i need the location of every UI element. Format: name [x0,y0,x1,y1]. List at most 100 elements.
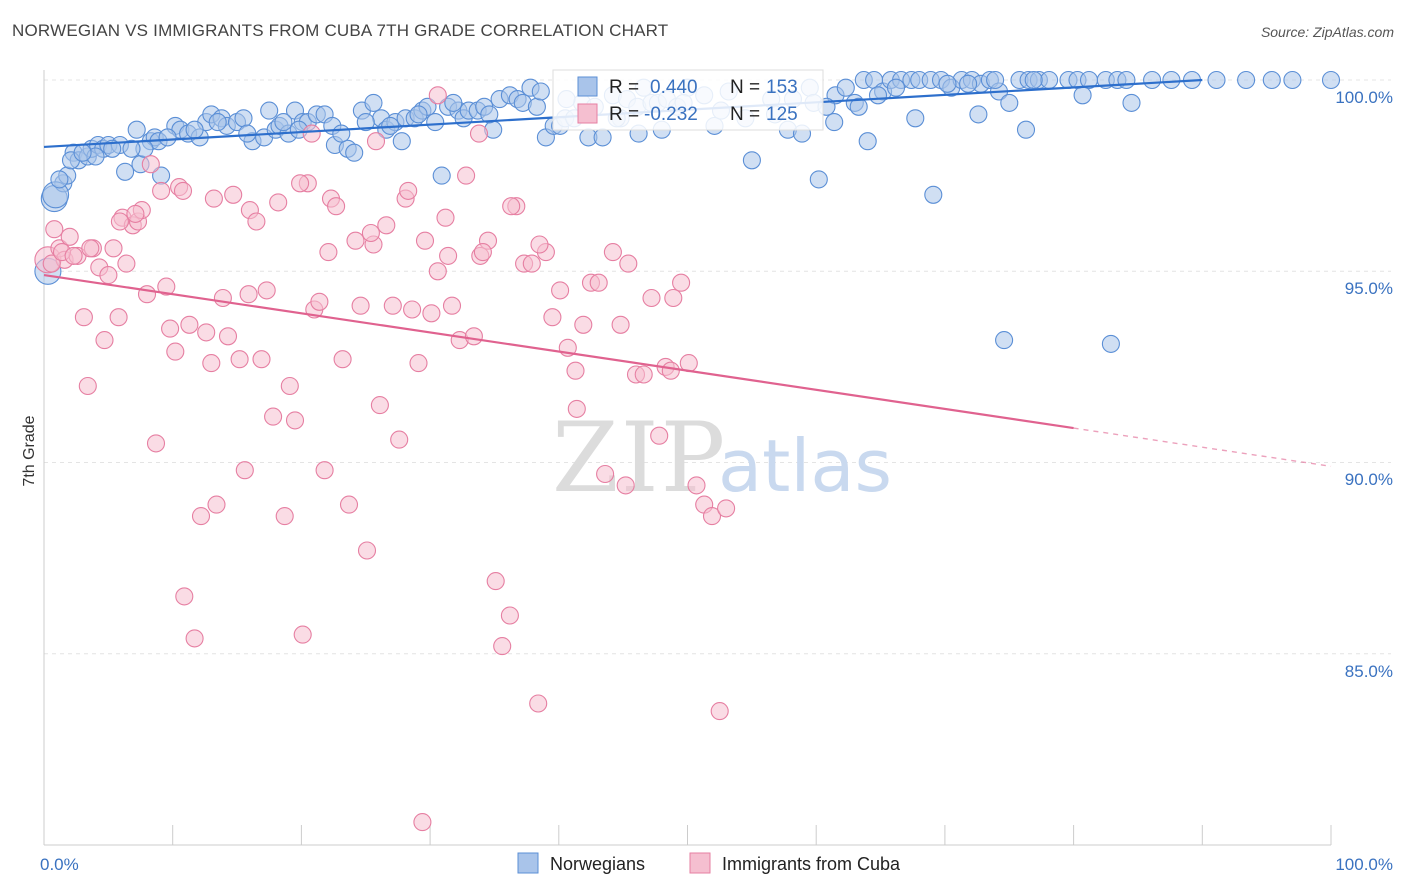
norwegians-point [122,139,141,158]
norwegians-point [959,74,978,93]
cuba-point [264,407,283,426]
norwegians-point [356,113,375,132]
norwegians-point [527,97,546,116]
norwegians-point [836,78,855,97]
cuba-point [137,285,157,304]
cuba-point [377,216,396,235]
norwegians-point [426,113,445,132]
cuba-point [204,189,223,208]
cuba-point [702,507,722,526]
norwegians-point [432,166,451,185]
cuba-point [110,212,129,231]
cuba-point [566,361,585,380]
cuba-point [126,204,145,223]
cuba-point [60,227,79,246]
norwegians-point [906,109,925,128]
cuba-point [185,629,204,648]
cuba-point [252,350,271,369]
cuba-point [457,166,476,185]
cuba-point [327,197,346,216]
cuba-point [45,220,64,239]
cuba-point [117,254,136,273]
cuba-point [619,254,638,273]
norwegians-point [103,139,122,158]
cuba-point [202,354,221,373]
norwegians-point [238,124,257,143]
norwegians-point [995,331,1014,350]
cuba-point [78,376,97,396]
cuba-point [346,231,365,250]
norwegians-point [825,113,844,132]
legend-swatch-norwegians[interactable] [517,852,539,874]
norwegians-point [531,82,550,101]
cuba-point [650,426,669,445]
y-tick-label: 100.0% [1335,88,1393,107]
x-tick-label-min: 0.0% [40,855,79,874]
cuba-point [302,124,321,143]
norwegians-point [234,109,253,128]
cuba-point [502,197,521,216]
norwegians-point [409,105,428,124]
stats-swatch-blue [577,76,598,97]
norwegians-point [1283,70,1302,90]
norwegians-point [116,162,135,181]
cuba-point [464,327,483,346]
cuba-point [687,476,706,495]
stats-swatch-pink [577,103,598,124]
stats-r-value: 0.440 [650,77,698,98]
cuba-point [213,288,232,308]
norwegians-point [158,128,177,147]
norwegians-point [593,128,612,147]
cuba-point [415,231,435,250]
stats-legend: R = 0.440 N = 153 R = -0.232 N = 125 [552,69,824,131]
norwegians-point [969,105,988,124]
cuba-point [175,587,194,606]
cuba-point [99,266,118,285]
cuba-point [197,323,216,342]
cuba-point [390,430,409,449]
stats-r-value: -0.232 [644,104,698,125]
norwegians-point [1321,70,1341,90]
cuba-point [596,464,615,484]
stats-r-label: R = [609,104,639,125]
cuba-point [469,124,489,143]
cuba-point [403,300,422,319]
cuba-point [291,174,310,193]
norwegians-point [1143,70,1162,90]
cuba-point [339,495,359,514]
cuba-point [522,254,541,273]
norwegians-point [208,113,227,132]
cuba-point [315,461,334,480]
norwegians-point [332,124,351,143]
norwegians-point [858,132,877,151]
norwegians-point [1016,120,1036,139]
cuba-point [275,507,294,526]
cuba-point [589,273,608,292]
norwegians-point [986,70,1005,90]
norwegians-point [1040,70,1059,90]
cuba-point [422,304,441,323]
bottom-legend: Norwegians Immigrants from Cuba [517,852,901,874]
cuba-point [74,308,93,327]
legend-label-cuba[interactable]: Immigrants from Cuba [722,854,901,874]
cuba-point [333,350,352,369]
cuba-point [500,606,519,625]
cuba-point [428,86,447,105]
cuba-point [672,273,691,292]
legend-label-norwegians[interactable]: Norwegians [550,854,645,874]
cuba-point [351,296,370,315]
cuba-point [409,354,428,373]
cuba-point [661,361,680,380]
y-tick-label: 85.0% [1345,662,1393,681]
norwegians-point [1122,93,1141,112]
watermark-atlas: atlas [718,424,892,508]
norwegians-point [849,97,868,116]
legend-swatch-cuba[interactable] [689,852,711,874]
stats-n-value: 153 [766,77,798,98]
cuba-point [529,694,548,713]
cuba-point [109,308,128,327]
norwegians-point [742,151,761,170]
norwegians-point [1262,70,1281,90]
cuba-point [399,181,418,200]
